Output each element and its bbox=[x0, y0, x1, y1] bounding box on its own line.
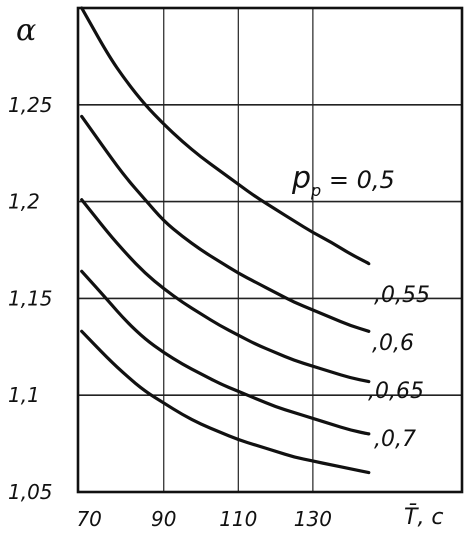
x-tick-labels: 70 90 110 130 bbox=[76, 507, 332, 531]
grid bbox=[78, 8, 462, 492]
curve-label-0: pp = 0,5 bbox=[291, 161, 395, 200]
y-tick-label-0: 1,25 bbox=[8, 93, 53, 117]
curve-label-4: ,0,7 bbox=[374, 427, 416, 452]
series-line-1 bbox=[80, 114, 371, 333]
y-tick-label-2: 1,15 bbox=[8, 286, 53, 310]
y-tick-label-4: 1,05 bbox=[8, 480, 53, 504]
curve-label-2: ,0,6 bbox=[372, 331, 414, 356]
x-tick-label-0: 70 bbox=[76, 507, 101, 531]
y-tick-labels: 1,25 1,2 1,15 1,1 1,05 bbox=[8, 93, 53, 504]
curves bbox=[80, 6, 371, 475]
x-tick-label-3: 130 bbox=[294, 507, 332, 531]
plot-frame bbox=[76, 6, 464, 494]
curve-label-3: ,0,65 bbox=[368, 379, 424, 404]
curve-label-1: ,0,55 bbox=[374, 283, 430, 308]
x-tick-label-1: 90 bbox=[151, 507, 176, 531]
x-tick-label-2: 110 bbox=[219, 507, 257, 531]
curve-labels: pp = 0,5 ,0,55 ,0,6 ,0,65 ,0,7 bbox=[291, 161, 430, 452]
x-axis-title: T̄, c bbox=[404, 504, 444, 530]
series-line-0 bbox=[80, 6, 371, 266]
series-line-4 bbox=[80, 329, 371, 475]
y-tick-label-3: 1,1 bbox=[8, 383, 40, 407]
y-tick-label-1: 1,2 bbox=[8, 190, 40, 214]
series-line-2 bbox=[80, 198, 371, 384]
series-line-3 bbox=[80, 269, 371, 436]
y-axis-title: α bbox=[16, 13, 36, 48]
